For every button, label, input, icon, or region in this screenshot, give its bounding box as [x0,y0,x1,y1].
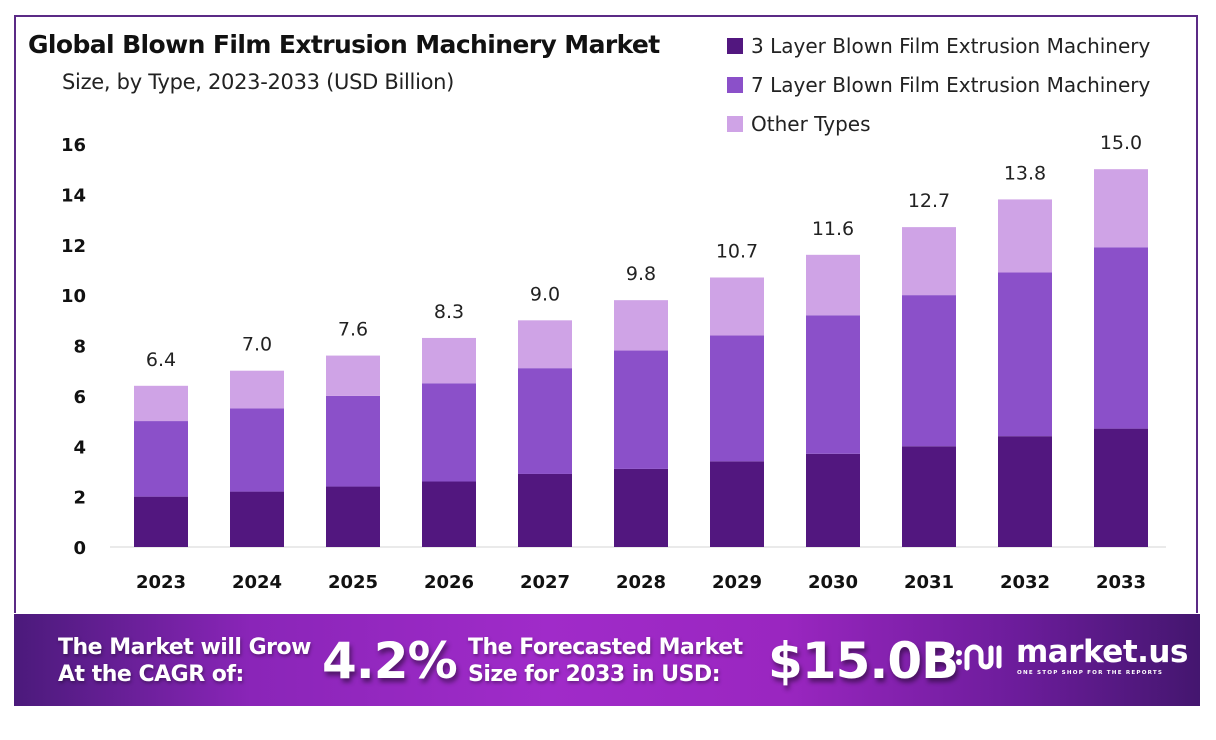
y-axis: 0 2 4 6 8 10 12 14 16 [61,135,86,559]
bar-segment-other-types-2032 [998,199,1052,273]
y-tick-label: 8 [73,337,86,358]
forecast-value: $15.0B [768,632,959,690]
legend-label: Other Types [751,111,871,136]
x-axis: 2023 2024 2025 2026 2027 2028 2029 2030 2031 2032… [136,572,1146,593]
legend-label: 3 Layer Blown Film Extrusion Machinery [751,33,1151,58]
bar-total-label: 9.8 [626,263,656,285]
bar-segment-7-layer-2027 [518,368,572,474]
x-tick-label: 2029 [712,572,762,593]
forecast-label-line1: The Forecasted Market [468,635,743,660]
bar-segment-other-types-2027 [518,320,572,369]
bar-segment-7-layer-2026 [422,383,476,482]
cagr-label-line2: At the CAGR of: [58,662,244,687]
forecast-label-line2: Size for 2033 in USD: [468,662,720,687]
bars: 6.4 7.0 7.6 8.3 9.0 9.8 10.7 11.6 12.7 13.8 15.0 [134,132,1148,547]
x-tick-label: 2025 [328,572,378,593]
bar-total-label: 10.7 [716,240,758,262]
bar-segment-other-types-2023 [134,385,188,422]
bar-segment-3-layer-2023 [134,496,188,547]
bar-segment-7-layer-2025 [326,395,380,487]
bar-segment-3-layer-2024 [230,491,284,547]
bar-segment-other-types-2033 [1094,169,1148,248]
bar-segment-7-layer-2028 [614,350,668,469]
legend-item-other-types: Other Types [727,104,1150,143]
bar-total-label: 9.0 [530,283,560,305]
bar-segment-7-layer-2031 [902,295,956,447]
brand-name: market.us [1016,634,1188,670]
x-tick-label: 2024 [232,572,282,593]
bar-segment-other-types-2026 [422,337,476,384]
y-tick-label: 6 [73,387,86,408]
bar-segment-3-layer-2029 [710,461,764,547]
legend-item-3-layer: 3 Layer Blown Film Extrusion Machinery [727,26,1150,65]
bar-total-label: 11.6 [812,218,854,240]
bar-segment-other-types-2024 [230,370,284,409]
bar-chart: 0 2 4 6 8 10 12 14 16 6.4 7.0 7.6 8.3 9.0 9.8 10.7 11.6… [61,132,1166,593]
y-tick-label: 0 [73,538,86,559]
bar-segment-3-layer-2032 [998,436,1052,547]
bar-segment-3-layer-2033 [1094,428,1148,547]
bar-segment-3-layer-2026 [422,481,476,547]
bar-segment-3-layer-2028 [614,468,668,547]
legend: 3 Layer Blown Film Extrusion Machinery 7… [727,26,1150,143]
bar-total-label: 6.4 [146,349,176,371]
bar-total-label: 12.7 [908,190,950,212]
bar-segment-3-layer-2027 [518,473,572,547]
x-tick-label: 2027 [520,572,570,593]
bar-total-label: 8.3 [434,301,464,323]
x-tick-label: 2028 [616,572,666,593]
forecast-label: The Forecasted Market Size for 2033 in U… [468,634,743,688]
x-tick-label: 2023 [136,572,186,593]
bar-segment-other-types-2030 [806,254,860,316]
bar-total-label: 15.0 [1100,132,1142,154]
y-tick-label: 12 [61,236,86,257]
bar-segment-7-layer-2024 [230,408,284,492]
cagr-label: The Market will Grow At the CAGR of: [58,634,311,688]
chart-subtitle: Size, by Type, 2023-2033 (USD Billion) [62,70,455,94]
bar-total-label: 7.0 [242,334,272,356]
y-tick-label: 2 [73,488,86,509]
brand-tagline: ONE STOP SHOP FOR THE REPORTS [1017,670,1164,676]
x-tick-label: 2033 [1096,572,1146,593]
y-tick-label: 10 [61,286,86,307]
legend-label: 7 Layer Blown Film Extrusion Machinery [751,72,1151,97]
bar-segment-3-layer-2025 [326,486,380,547]
y-tick-label: 14 [61,185,86,206]
bar-segment-other-types-2031 [902,227,956,296]
cagr-value: 4.2% [322,632,458,690]
bar-segment-7-layer-2023 [134,421,188,497]
cagr-label-line1: The Market will Grow [58,635,311,660]
x-tick-label: 2030 [808,572,858,593]
legend-item-7-layer: 7 Layer Blown Film Extrusion Machinery [727,65,1150,104]
bar-segment-other-types-2025 [326,355,380,396]
chart-title: Global Blown Film Extrusion Machinery Ma… [28,30,660,59]
y-tick-label: 16 [61,135,86,156]
summary-banner [14,614,1200,706]
bar-segment-7-layer-2033 [1094,247,1148,429]
legend-swatch-other-types [727,115,743,132]
market-us-logo-icon [956,644,1002,671]
bar-segment-other-types-2028 [614,300,668,351]
bar-segment-3-layer-2030 [806,453,860,547]
bar-segment-7-layer-2029 [710,335,764,462]
x-tick-label: 2032 [1000,572,1050,593]
x-tick-label: 2031 [904,572,954,593]
legend-swatch-7-layer [727,76,743,93]
bar-total-label: 7.6 [338,319,368,341]
bar-total-label: 13.8 [1004,162,1046,184]
x-tick-label: 2026 [424,572,474,593]
legend-swatch-3-layer [727,37,743,54]
y-tick-label: 4 [73,437,86,458]
bar-segment-other-types-2029 [710,277,764,336]
bar-segment-7-layer-2030 [806,315,860,454]
bar-segment-7-layer-2032 [998,272,1052,437]
bar-segment-3-layer-2031 [902,446,956,547]
